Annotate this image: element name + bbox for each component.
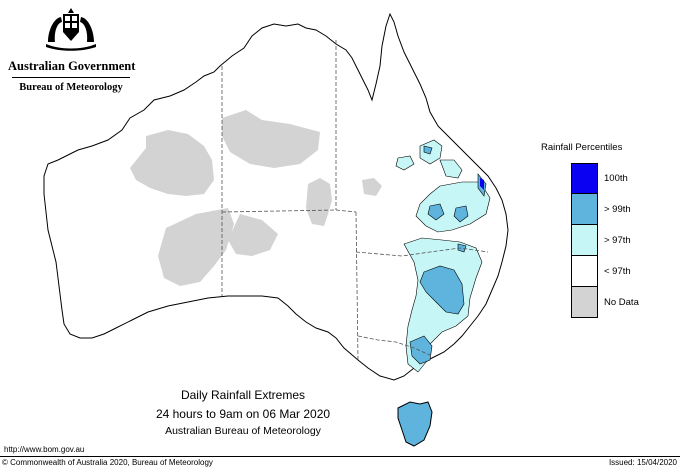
legend: 100th > 99th > 97th < 97th No Data	[571, 163, 671, 318]
no-data-areas	[130, 110, 382, 286]
logo-divider	[12, 77, 130, 78]
legend-item-above-97th: > 97th	[571, 225, 671, 256]
legend-label: 100th	[604, 173, 628, 184]
legend-label: > 97th	[604, 235, 631, 246]
government-name: Australian Government	[8, 59, 136, 73]
australia-mainland	[43, 12, 509, 381]
map-caption: Daily Rainfall Extremes 24 hours to 9am …	[118, 386, 368, 439]
legend-swatch	[571, 194, 598, 225]
legend-label: > 99th	[604, 204, 631, 215]
issued-date: Issued: 15/04/2020	[608, 458, 677, 467]
legend-swatch	[571, 256, 598, 287]
agency-name: Bureau of Meteorology	[19, 82, 123, 93]
legend-swatch	[571, 225, 598, 256]
legend-label: < 97th	[604, 266, 631, 277]
map-title: Daily Rainfall Extremes	[180, 388, 306, 402]
legend-title: Rainfall Percentiles	[541, 142, 623, 153]
website-link[interactable]: http://www.bom.gov.au	[4, 445, 85, 454]
legend-item-no-data: No Data	[571, 287, 671, 318]
map-period: 24 hours to 9am on 06 Mar 2020	[155, 407, 331, 421]
tasmania	[397, 401, 433, 447]
coat-of-arms-icon	[46, 8, 96, 51]
legend-swatch	[571, 287, 598, 318]
government-logo: Australian Government Bureau of Meteorol…	[8, 8, 136, 93]
map-source: Australian Bureau of Meteorology	[165, 425, 321, 437]
state-borders	[221, 40, 489, 361]
legend-label: No Data	[604, 297, 639, 308]
copyright-notice: © Commonwealth of Australia 2020, Bureau…	[2, 458, 213, 467]
legend-swatch	[571, 163, 598, 194]
footer-divider	[0, 456, 680, 457]
rainfall-100th	[480, 178, 484, 190]
legend-item-above-99th: > 99th	[571, 194, 671, 225]
rainfall-above-99th	[409, 145, 487, 365]
legend-item-below-97th: < 97th	[571, 256, 671, 287]
legend-item-100th: 100th	[571, 163, 671, 194]
